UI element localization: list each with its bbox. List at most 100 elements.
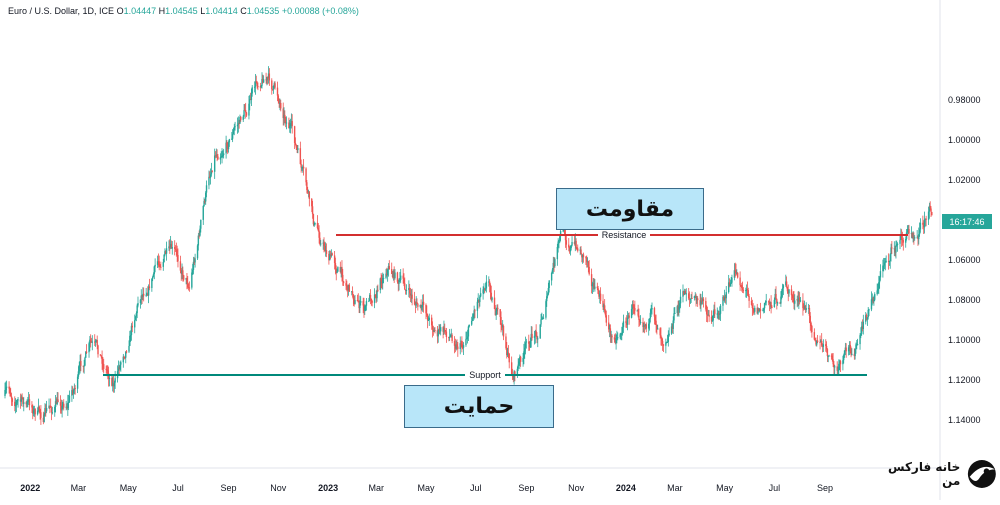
- candle-body: [379, 278, 382, 290]
- candle-body: [318, 230, 320, 238]
- candle-body: [396, 272, 399, 282]
- candle-body: [129, 335, 131, 346]
- candle-body: [267, 73, 270, 78]
- y-tick-label: 1.08000: [948, 295, 981, 305]
- candle-body: [267, 77, 269, 79]
- candle-body: [45, 407, 48, 412]
- candle-body: [918, 229, 921, 235]
- x-tick-label: Jul: [769, 483, 781, 493]
- y-tick-label: 1.02000: [948, 175, 981, 185]
- candle-body: [476, 301, 479, 311]
- candle-body: [14, 401, 16, 407]
- candle-body: [599, 293, 601, 297]
- candle-body: [305, 168, 307, 183]
- candle-body: [368, 295, 371, 301]
- x-tick-label: Mar: [368, 483, 384, 493]
- candle-body: [609, 328, 612, 337]
- x-tick-label: May: [417, 483, 435, 493]
- candle-body: [630, 308, 633, 318]
- candle-body: [107, 370, 109, 374]
- candle-body: [311, 206, 314, 215]
- candle-body: [432, 329, 435, 332]
- candle-body: [431, 325, 434, 330]
- candle-body: [796, 298, 798, 301]
- candle-body: [888, 261, 891, 263]
- candle-body: [820, 340, 823, 346]
- candle-body: [485, 281, 488, 289]
- candle-body: [677, 306, 679, 310]
- candle-body: [191, 272, 193, 288]
- candle-body: [614, 339, 616, 343]
- candle-body: [552, 262, 554, 270]
- candle-body: [653, 308, 656, 317]
- candle-body: [323, 242, 325, 246]
- candle-body: [422, 301, 425, 305]
- candle-body: [228, 139, 231, 143]
- candle-body: [535, 330, 537, 336]
- candle-body: [196, 245, 199, 259]
- candle-body: [147, 293, 149, 296]
- candle-body: [106, 369, 108, 371]
- candle-body: [285, 122, 288, 124]
- candle-body: [240, 116, 242, 120]
- candle-body: [713, 309, 715, 317]
- candle-body: [650, 309, 652, 313]
- candle-body: [696, 298, 698, 301]
- candle-body: [174, 247, 176, 249]
- candle-body: [453, 341, 456, 346]
- candle-body: [445, 331, 448, 338]
- candle-body: [299, 148, 302, 165]
- candle-body: [94, 340, 97, 343]
- candle-body: [382, 278, 384, 284]
- candle-body: [803, 308, 805, 310]
- candle-body: [101, 356, 103, 364]
- candle-body: [320, 243, 322, 245]
- candle-body: [794, 300, 796, 304]
- candle-body: [866, 317, 869, 320]
- candle-body: [856, 344, 859, 346]
- candle-body: [134, 316, 137, 321]
- candle-body: [158, 261, 160, 266]
- candle-body: [776, 302, 779, 304]
- candle-body: [494, 309, 497, 316]
- candle-body: [290, 121, 293, 124]
- candle-body: [147, 286, 150, 296]
- candle-body: [253, 86, 256, 88]
- candle-body: [457, 346, 459, 350]
- candle-body: [648, 323, 650, 329]
- candle-body: [373, 294, 376, 303]
- candle-body: [516, 368, 519, 375]
- legend-change: +0.00088 (+0.08%): [281, 6, 359, 16]
- candle-body: [501, 325, 504, 328]
- candle-body: [300, 164, 302, 168]
- candle-body: [391, 274, 394, 277]
- candle-body: [895, 245, 897, 253]
- candle-body: [802, 300, 804, 309]
- candle-body: [40, 412, 42, 418]
- candle-body: [813, 332, 816, 340]
- candle-body: [222, 153, 225, 155]
- candle-body: [594, 286, 596, 289]
- candle-body: [636, 310, 639, 312]
- candle-body: [10, 393, 12, 397]
- candle-body: [851, 353, 853, 355]
- candle-body: [876, 290, 878, 295]
- candle-body: [705, 301, 707, 310]
- candle-body: [894, 248, 896, 253]
- candle-body: [346, 285, 348, 288]
- candle-body: [928, 205, 931, 212]
- candle-body: [708, 314, 710, 317]
- candle-body: [696, 298, 699, 301]
- candle-body: [360, 301, 362, 303]
- candle-body: [484, 288, 486, 290]
- candle-body: [460, 343, 462, 345]
- candle-body: [14, 405, 17, 407]
- candle-body: [8, 386, 10, 389]
- candle-body: [808, 307, 811, 316]
- candle-body: [402, 275, 404, 279]
- candle-body: [479, 296, 481, 303]
- candle-body: [146, 293, 148, 295]
- candle-body: [85, 351, 88, 353]
- candle-body: [822, 344, 825, 347]
- candle-body: [882, 265, 884, 272]
